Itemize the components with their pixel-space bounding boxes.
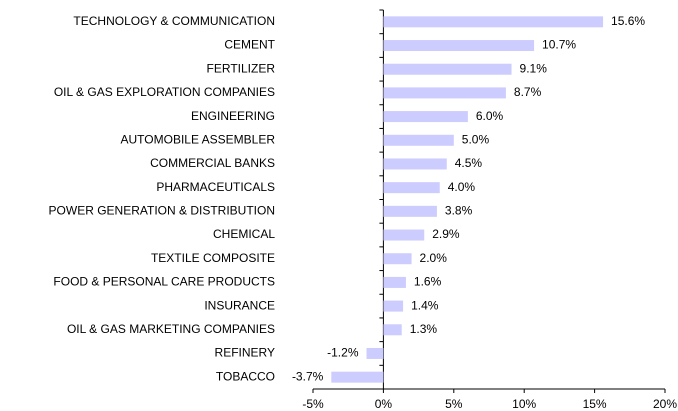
value-label: 1.3% — [410, 322, 438, 336]
category-label: TEXTILE COMPOSITE — [151, 251, 275, 265]
value-label: 6.0% — [476, 109, 504, 123]
x-tick-label: -5% — [302, 397, 324, 411]
category-label: CHEMICAL — [213, 227, 275, 241]
category-label: FERTILIZER — [207, 61, 276, 75]
category-label: INSURANCE — [204, 298, 275, 312]
category-label: COMMERCIAL BANKS — [150, 156, 275, 170]
value-label: 1.4% — [411, 298, 439, 312]
value-label: 1.6% — [414, 275, 442, 289]
category-label: ENGINEERING — [191, 109, 275, 123]
bar — [383, 158, 447, 170]
value-label: -1.2% — [327, 346, 359, 360]
category-label: CEMENT — [224, 38, 275, 52]
category-label: REFINERY — [215, 346, 275, 360]
bar — [383, 229, 425, 241]
bar — [383, 63, 512, 75]
bar — [383, 111, 468, 123]
category-label: POWER GENERATION & DISTRIBUTION — [49, 204, 275, 218]
x-tick-label: 5% — [445, 397, 463, 411]
x-tick-label: 15% — [583, 397, 607, 411]
bar — [366, 347, 384, 359]
bar — [383, 16, 604, 28]
value-label: 10.7% — [542, 38, 576, 52]
bar — [383, 182, 440, 194]
value-label: 5.0% — [462, 132, 490, 146]
category-label: OIL & GAS EXPLORATION COMPANIES — [54, 85, 275, 99]
bar — [383, 40, 535, 52]
bar — [383, 134, 454, 146]
bar — [383, 253, 412, 265]
value-label: 8.7% — [514, 85, 542, 99]
value-label: 4.5% — [455, 156, 483, 170]
bar — [383, 324, 402, 336]
bar — [383, 276, 406, 288]
bar — [383, 87, 506, 99]
value-label: 2.0% — [420, 251, 448, 265]
category-label: AUTOMOBILE ASSEMBLER — [121, 132, 276, 146]
value-label: 15.6% — [611, 14, 645, 28]
x-tick-label: 0% — [375, 397, 393, 411]
category-label: FOOD & PERSONAL CARE PRODUCTS — [53, 275, 275, 289]
x-tick-label: 10% — [512, 397, 536, 411]
value-label: 9.1% — [520, 61, 548, 75]
bar — [383, 205, 437, 217]
bar — [331, 371, 384, 383]
bar — [383, 300, 404, 312]
category-label: OIL & GAS MARKETING COMPANIES — [67, 322, 275, 336]
value-label: 3.8% — [445, 204, 473, 218]
value-label: 4.0% — [448, 180, 476, 194]
category-label: TECHNOLOGY & COMMUNICATION — [73, 14, 275, 28]
value-label: 2.9% — [432, 227, 460, 241]
category-label: TOBACCO — [216, 369, 275, 383]
value-label: -3.7% — [292, 369, 324, 383]
category-label: PHARMACEUTICALS — [156, 180, 275, 194]
x-tick-label: 20% — [653, 397, 677, 411]
